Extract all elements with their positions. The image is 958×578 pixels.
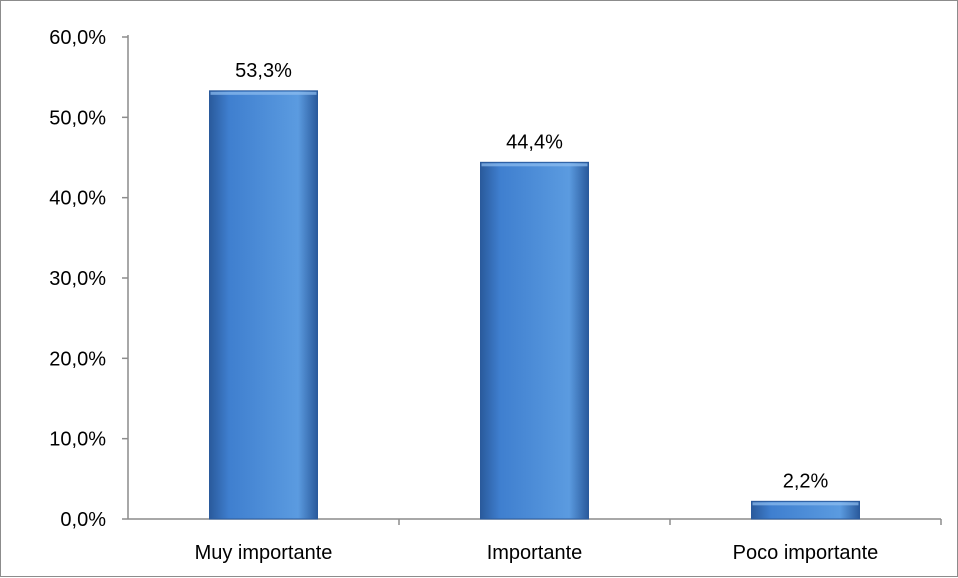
labels: 0,0% 10,0% 20,0% 30,0% 40,0% 50,0% 60,0% 53,3% M… — [49, 27, 878, 564]
data-label: 44,4% — [506, 131, 563, 153]
bar-highlight — [481, 163, 588, 167]
data-label: 2,2% — [783, 470, 829, 492]
y-tick-label: 20,0% — [49, 348, 106, 370]
x-tick-label: Muy importante — [195, 542, 333, 564]
y-tick-label: 50,0% — [49, 107, 106, 129]
y-tick-label: 10,0% — [49, 429, 106, 451]
bars — [209, 90, 860, 520]
data-label: 53,3% — [235, 60, 292, 82]
y-tick-label: 30,0% — [49, 268, 106, 290]
x-tick-label: Poco importante — [733, 542, 879, 564]
y-tick-label: 0,0% — [60, 509, 106, 531]
y-tick-label: 40,0% — [49, 188, 106, 210]
bar — [751, 500, 860, 520]
x-tick-label: Importante — [487, 542, 583, 564]
bar — [480, 161, 589, 520]
bar — [209, 90, 318, 520]
y-tick-label: 60,0% — [49, 27, 106, 49]
bar-highlight — [210, 91, 317, 95]
bar-highlight — [752, 502, 859, 506]
